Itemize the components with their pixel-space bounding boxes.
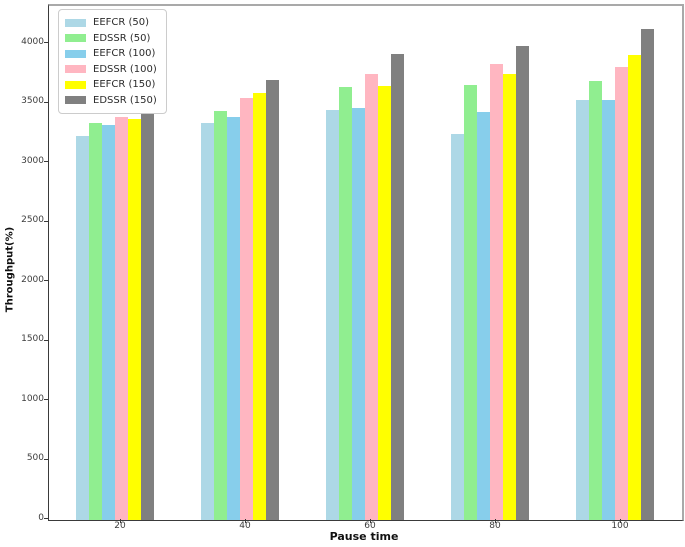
bar <box>214 110 227 520</box>
legend-swatch-icon <box>65 18 86 27</box>
bar <box>589 80 602 520</box>
legend-item: EEFCR (100) <box>65 46 157 62</box>
x-tick-label: 60 <box>364 521 376 531</box>
y-tick-mark <box>44 280 48 281</box>
y-tick-mark <box>44 339 48 341</box>
y-tick-label: 500 <box>26 453 44 463</box>
bar <box>576 99 589 520</box>
y-tick-label: 3500 <box>21 96 44 106</box>
legend-item: EEFCR (50) <box>65 15 157 31</box>
y-tick-label: 4000 <box>21 36 44 47</box>
bar <box>115 116 128 520</box>
legend-swatch-icon <box>65 65 86 74</box>
bar <box>602 99 615 520</box>
bar <box>378 85 391 520</box>
y-tick-label: 1500 <box>21 334 44 344</box>
bar <box>339 86 352 520</box>
bar <box>641 28 654 520</box>
x-tick-mark <box>370 519 371 523</box>
bar <box>141 99 154 520</box>
plot-area: EEFCR (50) EDSSR (50) EEFCR (100) EDSSR (10… <box>48 4 684 521</box>
x-tick-mark <box>120 519 121 523</box>
legend-label: EEFCR (100) <box>93 48 156 60</box>
y-tick-mark <box>44 518 48 519</box>
bar <box>628 54 641 520</box>
y-axis-label: Throughput(%) <box>4 226 16 313</box>
y-tick-mark <box>44 399 48 400</box>
bar <box>615 66 628 520</box>
legend-swatch-icon <box>65 96 86 105</box>
y-tick-mark <box>44 101 48 103</box>
bar <box>516 46 529 520</box>
bar <box>451 134 464 520</box>
bar <box>503 73 516 520</box>
bar <box>227 116 240 520</box>
x-tick-mark <box>620 519 621 523</box>
legend-label: EDSSR (50) <box>93 32 151 44</box>
bar <box>391 53 404 520</box>
bar <box>102 124 115 520</box>
bar <box>76 135 89 520</box>
bar <box>128 119 141 520</box>
legend-label: EDSSR (150) <box>93 94 157 106</box>
x-tick-label: 100 <box>611 521 629 531</box>
x-axis-label: Pause time <box>329 530 399 543</box>
legend-label: EDSSR (100) <box>93 63 157 75</box>
bar <box>365 73 378 520</box>
y-tick-label: 1000 <box>21 393 44 404</box>
y-tick-mark <box>44 220 48 222</box>
y-tick-label: 2000 <box>21 274 44 285</box>
legend-swatch-icon <box>65 80 86 89</box>
bar <box>201 122 214 520</box>
legend-item: EDSSR (100) <box>65 62 157 78</box>
x-tick-mark <box>495 519 496 523</box>
legend-label: EEFCR (50) <box>93 17 150 29</box>
legend-item: EDSSR (50) <box>65 31 157 47</box>
legend-swatch-icon <box>65 34 86 43</box>
bar <box>326 109 339 520</box>
legend: EEFCR (50) EDSSR (50) EEFCR (100) EDSSR (10… <box>58 9 167 114</box>
bar <box>490 64 503 520</box>
legend-label: EEFCR (150) <box>93 79 156 91</box>
bar <box>266 79 279 520</box>
legend-item: EDSSR (150) <box>65 93 157 109</box>
y-tick-mark <box>44 458 48 460</box>
bar <box>477 111 490 520</box>
bar <box>464 84 477 520</box>
y-tick-mark <box>44 161 48 162</box>
y-tick-label: 2500 <box>21 215 44 225</box>
y-tick-label: 3000 <box>21 155 44 166</box>
bar <box>240 97 253 520</box>
x-tick-label: 80 <box>489 521 501 531</box>
legend-item: EEFCR (150) <box>65 77 157 93</box>
x-tick-label: 40 <box>239 521 251 531</box>
x-tick-label: 20 <box>114 521 126 531</box>
bar <box>352 108 365 520</box>
bar <box>253 92 266 520</box>
y-tick-label: 0 <box>38 512 44 523</box>
y-tick-mark <box>44 42 48 43</box>
bar <box>89 122 102 520</box>
legend-swatch-icon <box>65 49 86 58</box>
x-tick-mark <box>245 519 246 523</box>
